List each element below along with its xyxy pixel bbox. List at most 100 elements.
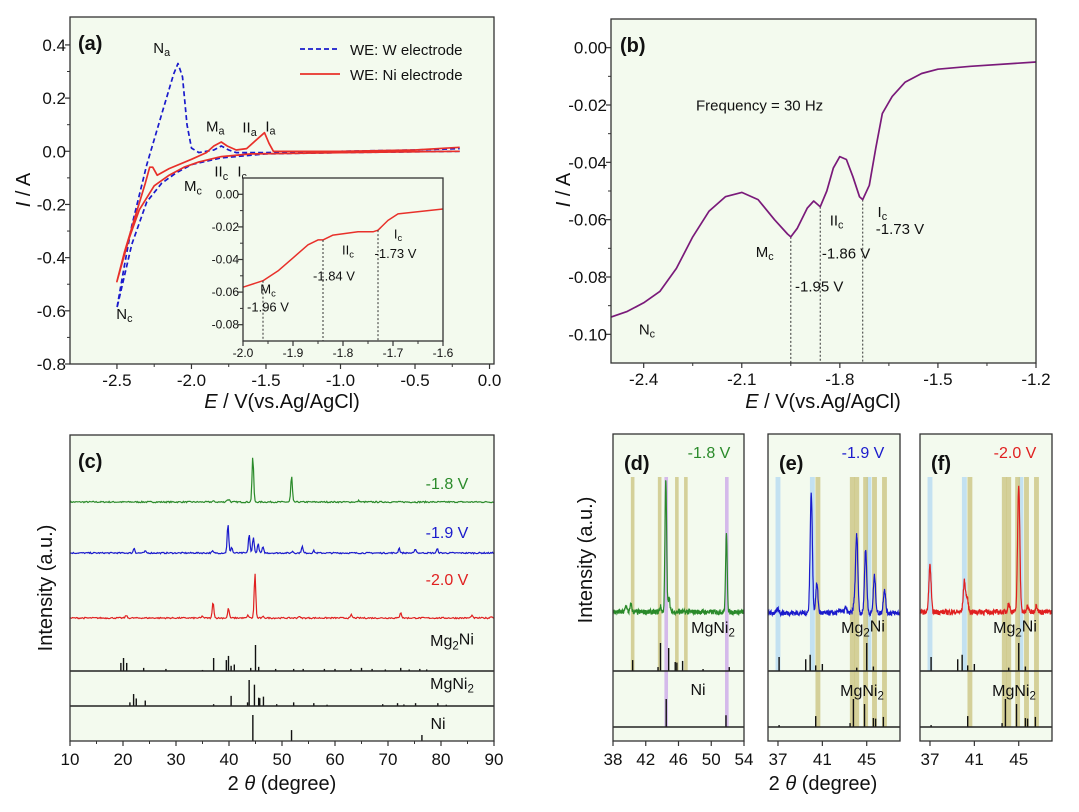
subscript: 2 [1029,690,1035,702]
highlight-band-mgni2 [657,477,662,671]
subscript: 2 [863,627,869,639]
peak-annotation: Ic [878,204,888,223]
x-tick-label: 50 [273,750,292,769]
x-tick-label: -2.0 [177,371,206,390]
highlight-band-mgni2 [675,477,679,671]
y-tick-label: 0.0 [42,142,66,161]
inset-plot-area [243,178,443,341]
label-part: E [745,391,759,413]
y-tick-label: -0.02 [568,96,607,115]
x-tick-label: -2.4 [629,370,658,389]
y-tick-label: -0.08 [212,318,240,332]
label-part: I [237,164,241,181]
series-line-w-electrode [116,62,460,310]
x-tick-label: -1.0 [326,371,355,390]
highlight-band-mg2ni [775,477,781,671]
subscript: c [349,249,354,259]
plot-frame-e [767,433,901,742]
highlight-band-ni [664,477,669,727]
y-tick-label: -0.10 [568,325,607,344]
y-tick-label: -0.06 [212,285,240,299]
x-tick-label: -1.7 [383,346,404,360]
label-part: II [342,243,349,258]
plot-frame-a [69,16,495,365]
x-tick-label: 37 [769,750,788,769]
panel-label: (f) [931,453,951,475]
highlight-band-mgni2 [1034,477,1039,727]
marker-value: -1.73 V [876,221,924,238]
label-part: I [553,201,575,207]
subscript: a [219,126,225,138]
subscript: c [127,313,133,325]
x-tick-label: 80 [432,750,451,769]
panel-label-c: (c) [78,451,102,473]
x-tick-label: -1.6 [433,346,454,360]
inset-marker-label: Mc [260,282,276,299]
xrd-trace [919,485,1053,617]
y-tick-label: -0.6 [37,302,66,321]
x-tick-label: 20 [114,750,133,769]
label-part: / V(vs.Ag/AgCl) [218,391,360,413]
x-tick-label: 37 [921,750,940,769]
plot-frame-f [919,433,1053,742]
highlight-band-mgni2 [684,477,688,671]
x-tick-label: 42 [636,750,655,769]
x-tick-label: 60 [326,750,345,769]
label-part: N [116,306,127,323]
x-tick-label: 30 [167,750,186,769]
subscript: a [164,47,170,59]
marker-value: -1.86 V [822,245,870,262]
peak-annotation: Mc [184,178,203,197]
subscript: c [650,329,656,341]
x-tick-label: -1.2 [1021,370,1050,389]
subscript: 2 [1015,627,1021,639]
series-line-30hz [610,61,1037,318]
x-axis-label-a: E / V(vs.Ag/AgCl) [204,391,360,413]
highlight-band-mgni2 [1024,477,1029,727]
label-part: Frequency = 30 Hz [696,98,823,115]
y-tick-label: 0.00 [216,187,240,201]
label-part: Intensity (a.u.) [575,497,597,624]
highlight-band-mgni2 [872,477,877,727]
frequency-label: Frequency = 30 Hz [696,98,823,115]
highlight-band-mgni2 [854,477,860,727]
label-part: II [242,120,250,137]
peak-annotation: Ia [265,118,275,137]
plot-area-b [611,19,1036,363]
peak-annotation: Mc [756,244,775,263]
label-part: Ni [459,632,474,649]
label-part: MgNi [691,620,728,637]
x-tick-label: -1.5 [251,371,280,390]
peak-annotation: IIa [242,120,256,139]
label-part: M [260,282,271,297]
x-tick-label: 38 [604,750,623,769]
inset-marker-label: IIc [342,243,354,260]
trace-label: -2.0 V [994,445,1037,462]
y-tick-label: -0.08 [568,268,607,287]
reference-label: MgNi2 [430,676,474,695]
panel-label: (e) [779,453,803,475]
highlight-band-mgni2 [630,477,635,671]
subscript: 2 [877,690,883,702]
peak-annotation: Nc [639,321,656,340]
y-tick-label: -0.8 [37,355,66,374]
subscript: a [251,127,257,139]
highlight-band-ni [725,477,729,727]
label-part: 2 [228,773,245,795]
label-part: Ni [870,619,885,636]
x-tick-label: -1.8 [333,346,354,360]
x-axis-label-c: 2 θ (degree) [228,773,337,795]
series-line-ni-electrode [116,131,460,283]
x-tick-label: -1.8 [825,370,854,389]
legend-label-ni-electrode: WE: Ni electrode [350,67,463,84]
peak-annotation: IIc [214,164,228,183]
highlight-band-mgni2 [1006,477,1012,727]
label-part: M [206,118,219,135]
label-part: / V(vs.Ag/AgCl) [759,391,901,413]
subscript: c [196,185,202,197]
x-tick-label: 46 [669,750,688,769]
x-tick-label: 41 [965,750,984,769]
x-tick-label: -2.5 [102,371,131,390]
label-part: II [214,164,222,181]
subscript: c [397,233,402,243]
